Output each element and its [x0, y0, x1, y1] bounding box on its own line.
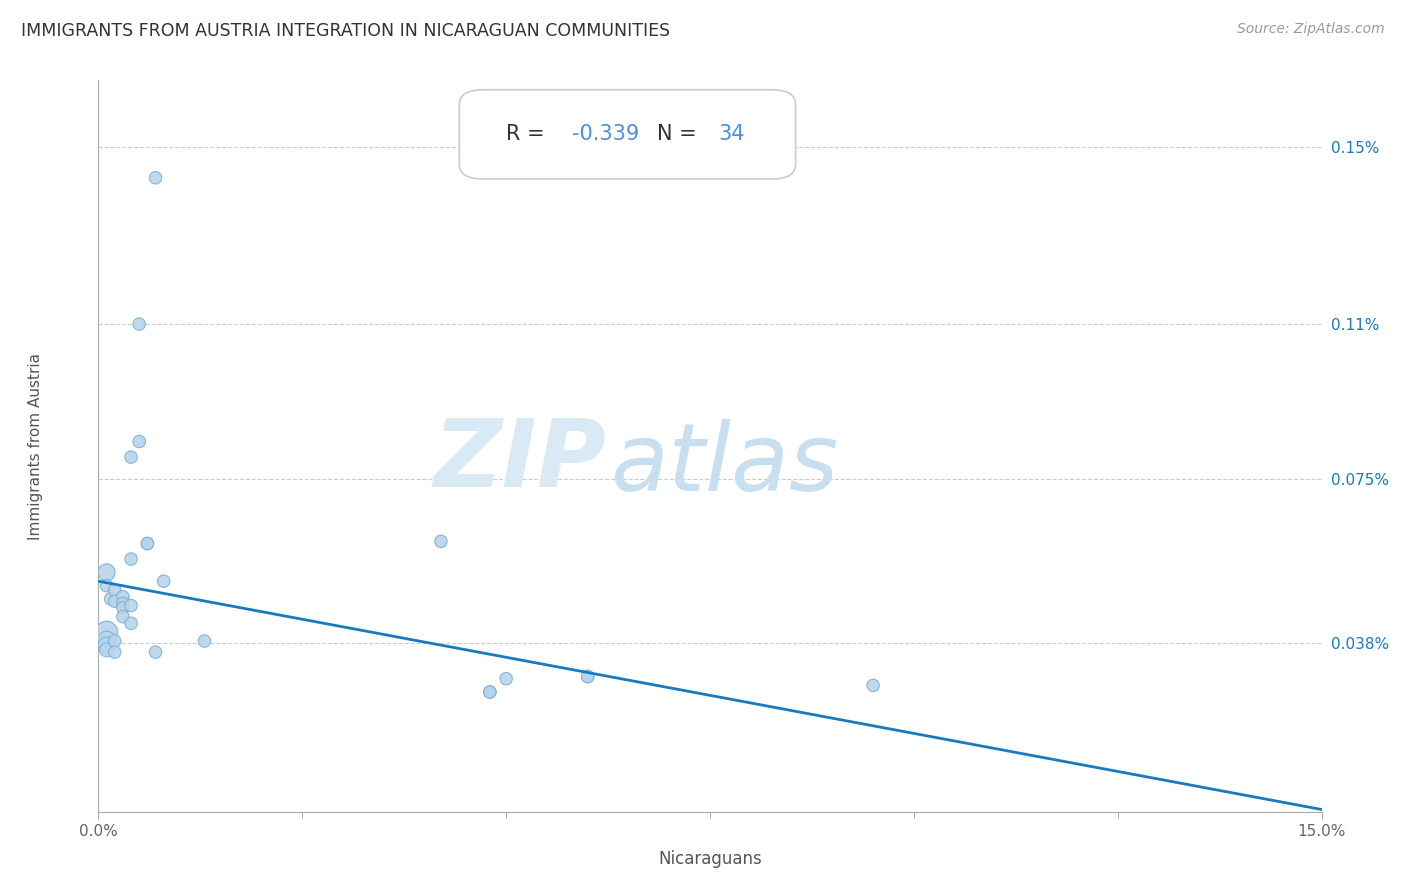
X-axis label: Nicaraguans: Nicaraguans: [658, 850, 762, 868]
Point: [96, 639, 118, 653]
Point: [104, 645, 127, 659]
Point: [193, 634, 215, 648]
Point: [96, 566, 118, 580]
Point: [96, 643, 118, 657]
Point: [495, 672, 517, 686]
Point: [96, 634, 118, 648]
Point: [136, 536, 159, 550]
Text: -0.339: -0.339: [572, 124, 640, 145]
Point: [111, 609, 134, 624]
Point: [862, 678, 884, 692]
Point: [111, 590, 134, 604]
Point: [104, 583, 127, 598]
Point: [96, 625, 118, 640]
Point: [104, 594, 127, 608]
Text: ZIP: ZIP: [433, 415, 606, 507]
Point: [152, 574, 174, 589]
Text: N =: N =: [658, 124, 704, 145]
Text: 34: 34: [718, 124, 745, 145]
Y-axis label: Immigrants from Austria: Immigrants from Austria: [28, 352, 42, 540]
Point: [128, 434, 150, 449]
Point: [145, 170, 167, 185]
Point: [136, 536, 159, 550]
Point: [120, 616, 142, 631]
Text: R =: R =: [506, 124, 551, 145]
Point: [576, 669, 599, 683]
Point: [111, 596, 134, 610]
Point: [128, 317, 150, 331]
Point: [120, 552, 142, 566]
Point: [478, 685, 501, 699]
Point: [100, 591, 122, 606]
FancyBboxPatch shape: [460, 90, 796, 179]
Point: [96, 579, 118, 593]
Point: [120, 450, 142, 464]
Point: [104, 634, 127, 648]
Point: [120, 599, 142, 613]
Point: [478, 685, 501, 699]
Text: Source: ZipAtlas.com: Source: ZipAtlas.com: [1237, 22, 1385, 37]
Text: atlas: atlas: [610, 418, 838, 510]
Point: [145, 645, 167, 659]
Point: [430, 534, 453, 549]
Point: [111, 600, 134, 615]
Text: IMMIGRANTS FROM AUSTRIA INTEGRATION IN NICARAGUAN COMMUNITIES: IMMIGRANTS FROM AUSTRIA INTEGRATION IN N…: [21, 22, 671, 40]
Point: [576, 669, 599, 683]
